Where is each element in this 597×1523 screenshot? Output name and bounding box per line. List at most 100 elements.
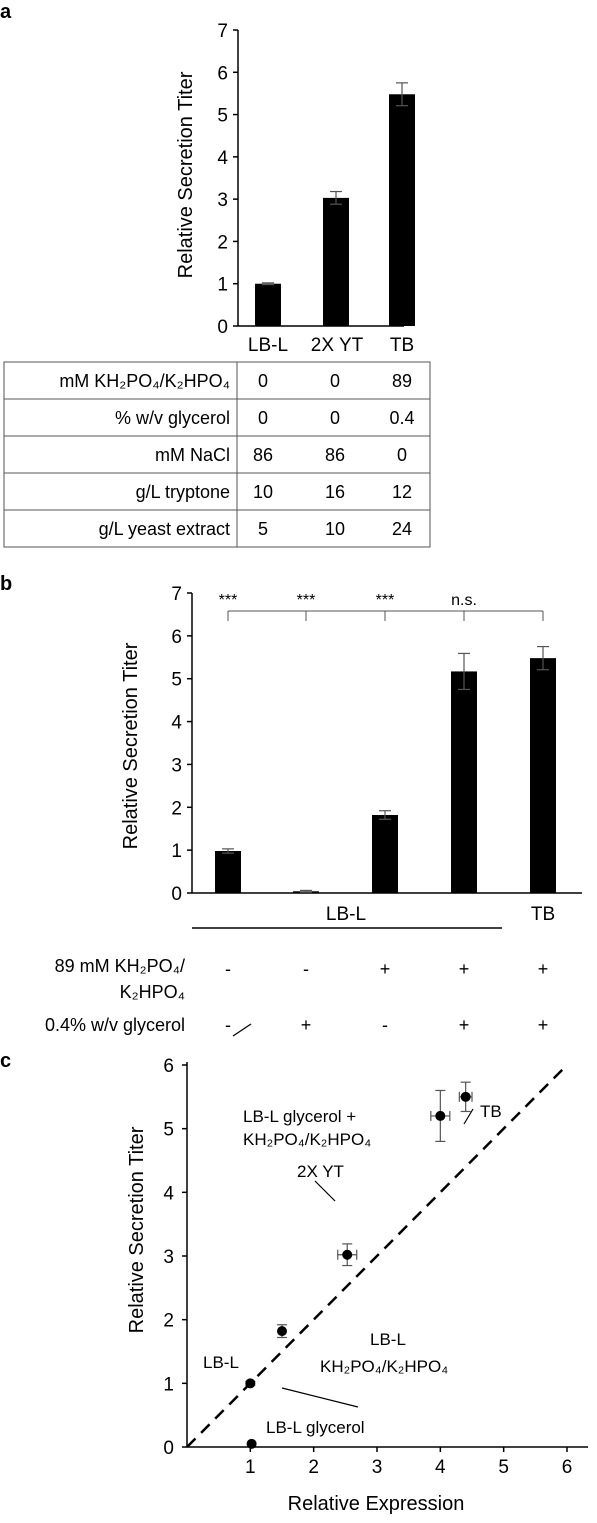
table-cell: 0: [330, 371, 340, 391]
condition-mark: +: [538, 959, 549, 979]
condition-mark: +: [538, 1015, 549, 1035]
condition-mark: -: [382, 1015, 388, 1035]
table-cell: 0: [258, 371, 268, 391]
data-point-3: [277, 1326, 287, 1337]
panel-a-letter: a: [0, 1, 12, 23]
y-tick-label: 0: [171, 884, 182, 905]
data-point-2: [246, 1438, 257, 1449]
y-tick-label: 4: [163, 1183, 174, 1204]
error-bar-4: [458, 652, 470, 691]
error-bar-1: [222, 848, 234, 854]
panel-a-category-label-tb: TB: [390, 335, 414, 356]
significance-label: ***: [376, 592, 395, 609]
y-tick-label: 2: [163, 1311, 174, 1332]
table-cell: 0.4: [389, 408, 414, 428]
table-cell: 5: [258, 519, 268, 539]
data-point-5: [435, 1110, 446, 1121]
panel-a-y-ticks: 0 1 2 3 4 5 6 7: [217, 21, 238, 338]
table-row-label: g/L tryptone: [136, 482, 230, 502]
x-tick-label: 2: [308, 1457, 319, 1478]
group-label-lb-l: LB-L: [326, 904, 366, 925]
bar-2x-yt: [323, 197, 349, 326]
significance-label: ***: [297, 592, 316, 609]
panel-a-category-label-lb-l: LB-L: [248, 335, 288, 356]
point-label-2x-yt: 2X YT: [297, 1162, 344, 1181]
y-tick-label: 2: [217, 232, 228, 253]
condition-label-phosphate-line1: 89 mM KH₂PO₄/: [55, 956, 185, 976]
significance-label: ***: [219, 592, 238, 609]
table-row-label: mM NaCl: [155, 445, 230, 465]
panel-b-y-ticks: 0 1 2 3 4 5 6 7: [171, 584, 192, 905]
group-label-tb: TB: [531, 904, 555, 925]
panel-c-x-axis-label: Relative Expression: [288, 1493, 465, 1515]
error-bar-0: [262, 282, 274, 286]
table-cell: 86: [253, 445, 273, 465]
y-tick-label: 1: [217, 275, 228, 296]
table-row-label: g/L yeast extract: [99, 519, 230, 539]
y-tick-label: 5: [171, 670, 182, 691]
panel-c-points: [245, 1091, 471, 1449]
error-bar-1: [330, 190, 342, 205]
point-label-lb-l-phosphate-line2: KH₂PO₄/K₂HPO₄: [320, 1357, 448, 1376]
point-label-lb-l-glycerol-phosphate-line1: LB-L glycerol +: [243, 1107, 356, 1126]
condition-mark: -: [225, 959, 231, 979]
panel-b-letter: b: [0, 573, 12, 595]
point-label-lb-l-phosphate-line1: LB-L: [370, 1330, 406, 1349]
panel-a-category-label-2x-yt: 2X YT: [311, 335, 364, 356]
condition-mark: -: [303, 959, 309, 979]
y-tick-label: 3: [171, 755, 182, 776]
leader-line-lb-l: [232, 1023, 252, 1037]
leader-line-2x-yt: [314, 1180, 336, 1202]
leader-line-tb: [463, 1108, 474, 1125]
panel-c-letter: c: [0, 1050, 11, 1072]
x-tick-label: 4: [435, 1457, 446, 1478]
y-tick-label: 5: [217, 106, 228, 127]
error-bar-5: [537, 645, 549, 671]
y-tick-label: 6: [217, 63, 228, 84]
condition-mark: +: [380, 959, 391, 979]
y-tick-label: 7: [171, 584, 182, 605]
data-point-4: [342, 1249, 353, 1260]
y-tick-label: 5: [163, 1120, 174, 1141]
panel-a-error-bars: [262, 82, 408, 286]
panel-b: b Relative Secretion Titer 0 1 2 3 4 5 6 7 *** …: [0, 573, 582, 1035]
y-tick-label: 6: [163, 1056, 174, 1077]
panel-c-y-axis-label: Relative Secretion Titer: [126, 1126, 148, 1333]
y-tick-label: 3: [217, 190, 228, 211]
table-row-label: mM KH₂PO₄/K₂HPO₄: [59, 371, 230, 391]
panel-a-y-axis-label: Relative Secretion Titer: [175, 71, 197, 278]
leader-line-lb-l-phosphate: [281, 1387, 359, 1408]
table-cell: 10: [253, 482, 273, 502]
phosphate-condition-marks: - - + + +: [225, 959, 548, 979]
table-cell: 0: [330, 408, 340, 428]
bar-condition-1: [215, 851, 241, 893]
point-label-tb: TB: [480, 1102, 502, 1121]
panel-c-error-bars: [245, 1081, 473, 1386]
bar-tb: [389, 94, 415, 326]
bar-condition-3: [372, 815, 398, 893]
y-tick-label: 2: [171, 798, 182, 819]
glycerol-condition-marks: - + - + +: [225, 1015, 548, 1035]
panel-a: a Relative Secretion Titer 0 1 2 3 4 5 6 7 LB-L…: [0, 1, 415, 356]
bar-condition-5: [530, 658, 556, 893]
significance-label: n.s.: [451, 592, 477, 609]
x-tick-label: 5: [498, 1457, 509, 1478]
y-tick-label: 0: [217, 317, 228, 338]
condition-label-glycerol: 0.4% w/v glycerol: [45, 1015, 185, 1035]
condition-mark: +: [301, 1015, 312, 1035]
y-tick-label: 6: [171, 627, 182, 648]
panel-b-error-bars: [222, 645, 549, 893]
panel-a-bars: [255, 94, 415, 326]
table-cell: 0: [397, 445, 407, 465]
y-tick-label: 0: [163, 1438, 174, 1459]
table-cell: 24: [392, 519, 412, 539]
y-tick-label: 3: [163, 1247, 174, 1268]
y-tick-label: 1: [171, 841, 182, 862]
table-cell: 12: [392, 482, 412, 502]
data-point-6: [460, 1091, 471, 1102]
bar-condition-4: [451, 671, 477, 893]
panel-b-y-axis-label: Relative Secretion Titer: [120, 642, 142, 849]
point-label-lb-l-glycerol-phosphate-line2: KH₂PO₄/K₂HPO₄: [243, 1130, 371, 1149]
composition-table: mM KH₂PO₄/K₂HPO₄ 0 0 89 % w/v glycerol 0…: [3, 361, 431, 548]
y-tick-label: 4: [217, 148, 228, 169]
